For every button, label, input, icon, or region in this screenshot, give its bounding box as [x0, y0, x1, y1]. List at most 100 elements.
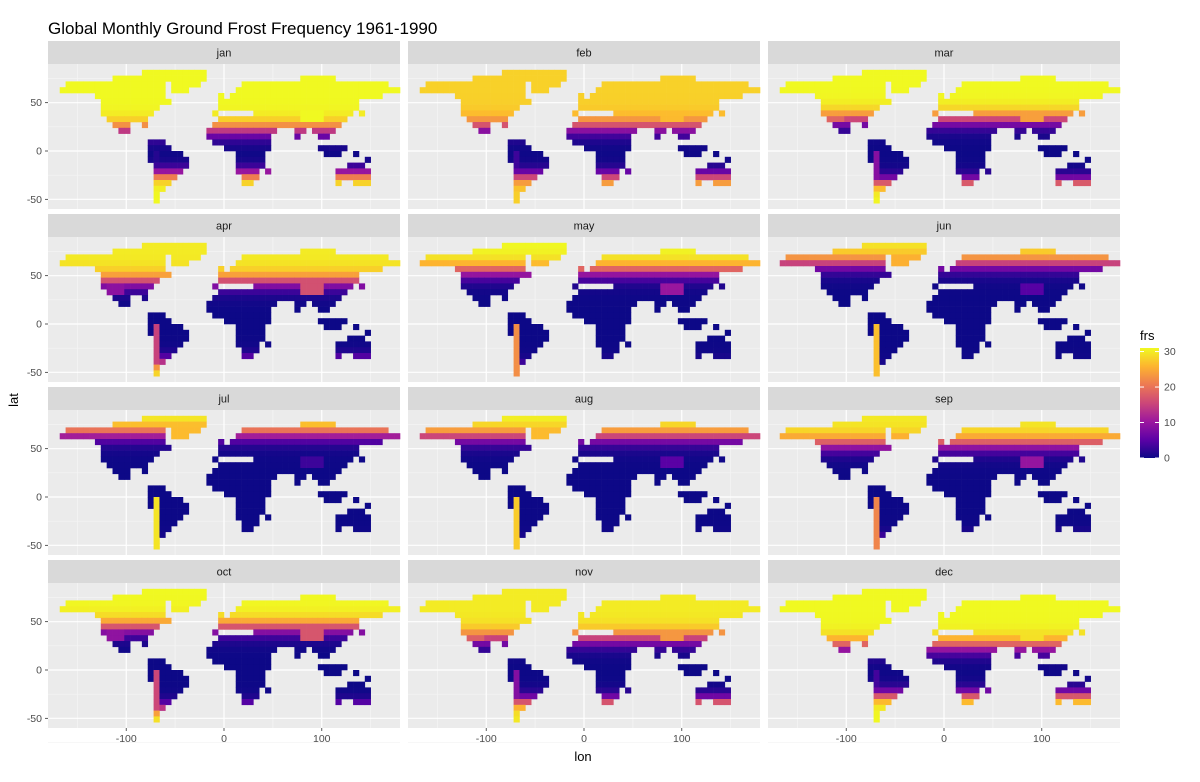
raster-cell [294, 81, 301, 88]
raster-cell [347, 87, 354, 94]
raster-cell [282, 93, 289, 100]
raster-cell [253, 623, 260, 630]
raster-cell [159, 502, 166, 509]
raster-cell [353, 341, 360, 348]
raster-cell [1055, 93, 1062, 100]
raster-cell [873, 87, 880, 94]
raster-cell [501, 69, 509, 76]
raster-cell [147, 254, 154, 261]
raster-cell [1032, 289, 1039, 296]
raster-cell [642, 450, 649, 457]
raster-cell [159, 145, 166, 152]
raster-cell [961, 347, 968, 354]
raster-cell [961, 468, 968, 475]
raster-cell [153, 600, 160, 607]
raster-cell [891, 421, 898, 428]
raster-cell [323, 646, 330, 653]
raster-cell [294, 612, 301, 619]
raster-cell [235, 485, 242, 492]
raster-cell [973, 151, 980, 158]
raster-cell [478, 450, 485, 457]
raster-cell [335, 318, 342, 325]
raster-cell [136, 98, 143, 105]
raster-cell [718, 347, 726, 354]
raster-cell [347, 444, 354, 451]
raster-cell [979, 439, 986, 446]
raster-cell [660, 456, 667, 463]
raster-cell [335, 664, 342, 671]
raster-cell [501, 248, 509, 255]
raster-cell [496, 277, 503, 284]
raster-cell [607, 156, 614, 163]
raster-cell [182, 600, 190, 607]
raster-cell [241, 675, 248, 682]
raster-cell [891, 415, 898, 422]
raster-cell [294, 295, 301, 302]
raster-cell [300, 606, 307, 613]
raster-cell [672, 75, 679, 82]
raster-cell [1055, 295, 1062, 302]
raster-cell [1037, 491, 1045, 498]
raster-cell [496, 110, 503, 117]
raster-cell [955, 306, 962, 313]
raster-cell [353, 693, 360, 700]
raster-cell [288, 433, 295, 440]
raster-cell [1043, 98, 1050, 105]
raster-cell [229, 318, 237, 325]
raster-cell [683, 600, 690, 607]
raster-cell [253, 491, 260, 498]
raster-cell [317, 600, 325, 607]
raster-cell [867, 93, 874, 100]
raster-cell [288, 600, 295, 607]
raster-cell [1073, 444, 1080, 451]
raster-cell [636, 456, 643, 463]
raster-cell [531, 156, 538, 163]
raster-cell [501, 271, 509, 278]
raster-cell [454, 433, 462, 440]
raster-cell [323, 473, 330, 480]
raster-cell [572, 456, 579, 463]
raster-cell [353, 266, 360, 273]
raster-cell [484, 81, 491, 88]
raster-cell [306, 612, 313, 619]
raster-cell [1055, 427, 1062, 434]
raster-cell [165, 415, 172, 422]
raster-cell [885, 151, 892, 158]
raster-cell [985, 145, 992, 152]
raster-cell [926, 133, 933, 140]
raster-cell [990, 433, 998, 440]
raster-cell [542, 427, 550, 434]
raster-cell [241, 347, 248, 354]
raster-cell [513, 185, 520, 192]
raster-cell [153, 612, 160, 619]
raster-cell [879, 514, 886, 521]
raster-cell [124, 277, 131, 284]
raster-cell [341, 456, 348, 463]
raster-cell [247, 520, 254, 527]
raster-cell [100, 623, 107, 630]
raster-cell [153, 312, 160, 319]
raster-cell [229, 295, 237, 302]
raster-cell [595, 306, 602, 313]
raster-cell [136, 612, 143, 619]
raster-cell [329, 664, 336, 671]
raster-cell [513, 341, 520, 348]
raster-cell [718, 87, 726, 94]
raster-cell [979, 444, 986, 451]
raster-cell [513, 594, 520, 601]
raster-cell [323, 295, 330, 302]
raster-cell [873, 427, 880, 434]
raster-cell [689, 439, 696, 446]
raster-cell [1055, 520, 1062, 527]
raster-cell [106, 427, 113, 434]
raster-cell [141, 277, 149, 284]
raster-cell [648, 444, 655, 451]
raster-cell [867, 104, 874, 111]
raster-cell [689, 473, 696, 480]
raster-cell [329, 145, 336, 152]
raster-cell [630, 444, 638, 451]
raster-cell [188, 254, 195, 261]
raster-cell [820, 110, 827, 117]
raster-cell [619, 98, 626, 105]
raster-cell [902, 415, 910, 422]
